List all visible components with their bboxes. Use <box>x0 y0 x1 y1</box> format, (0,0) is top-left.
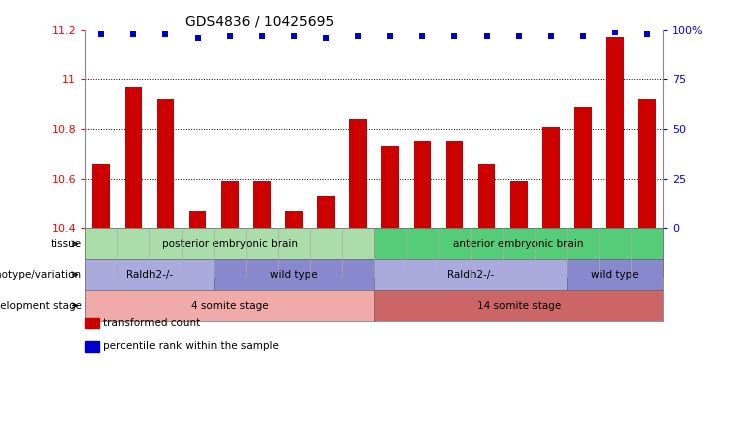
Point <box>416 32 428 39</box>
Point <box>256 32 268 39</box>
Point <box>159 30 171 37</box>
Bar <box>445 141 463 228</box>
Text: transformed count: transformed count <box>103 318 200 328</box>
Bar <box>93 164 110 228</box>
Text: wild type: wild type <box>270 270 318 280</box>
Text: posterior embryonic brain: posterior embryonic brain <box>162 239 298 249</box>
Bar <box>285 211 303 228</box>
Point <box>481 32 493 39</box>
Bar <box>478 164 496 228</box>
Bar <box>349 119 367 228</box>
Bar <box>189 211 207 228</box>
Point <box>288 32 300 39</box>
Text: wild type: wild type <box>591 270 639 280</box>
Text: genotype/variation: genotype/variation <box>0 270 82 280</box>
Point <box>641 30 653 37</box>
Text: tissue: tissue <box>50 239 82 249</box>
Point <box>352 32 364 39</box>
Bar <box>510 181 528 228</box>
Point <box>192 34 204 41</box>
Point <box>577 32 589 39</box>
Text: development stage: development stage <box>0 301 82 310</box>
Point <box>545 32 556 39</box>
Point <box>448 32 460 39</box>
Bar <box>382 146 399 228</box>
Point <box>513 32 525 39</box>
Point <box>320 34 332 41</box>
Bar <box>542 126 559 228</box>
Point <box>127 30 139 37</box>
Bar <box>413 141 431 228</box>
Bar <box>156 99 174 228</box>
Text: GDS4836 / 10425695: GDS4836 / 10425695 <box>185 15 334 29</box>
Bar <box>221 181 239 228</box>
Bar <box>606 37 624 228</box>
Text: 4 somite stage: 4 somite stage <box>191 301 268 310</box>
Point <box>96 30 107 37</box>
Point <box>609 28 621 35</box>
Point <box>224 32 236 39</box>
Text: anterior embryonic brain: anterior embryonic brain <box>453 239 584 249</box>
Point <box>385 32 396 39</box>
Text: 14 somite stage: 14 somite stage <box>476 301 561 310</box>
Text: percentile rank within the sample: percentile rank within the sample <box>103 341 279 352</box>
Text: Raldh2-/-: Raldh2-/- <box>447 270 494 280</box>
Bar <box>574 107 592 228</box>
Bar <box>638 99 656 228</box>
Text: Raldh2-/-: Raldh2-/- <box>126 270 173 280</box>
Bar <box>124 87 142 228</box>
Bar <box>253 181 270 228</box>
Bar <box>317 196 335 228</box>
